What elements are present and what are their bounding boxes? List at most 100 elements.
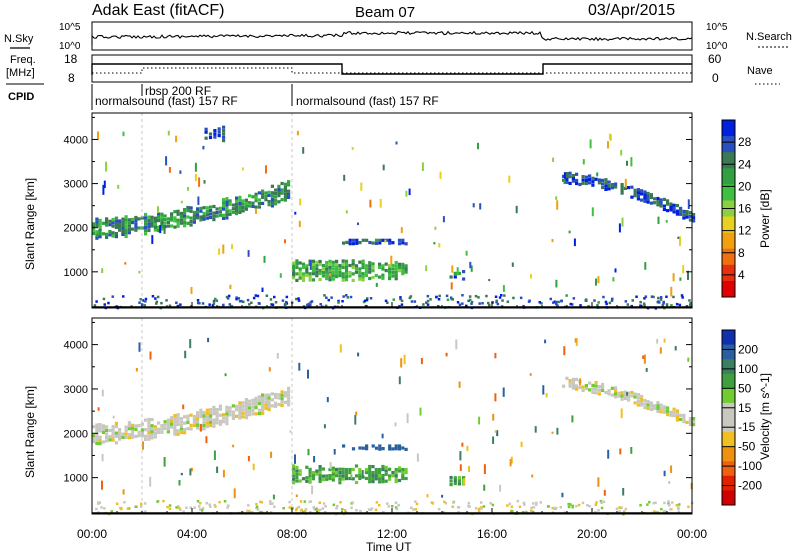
heat-cell [170, 212, 174, 216]
freq-tick-top: 18 [64, 52, 78, 66]
heat-cell [348, 270, 352, 275]
heat-cell [388, 273, 392, 277]
scatter-cell [645, 368, 648, 372]
heat-cell [662, 410, 666, 414]
heat-cell [222, 213, 226, 217]
scatter-cell [643, 297, 646, 300]
heat-cell [298, 276, 302, 280]
scatter-cell [299, 198, 302, 206]
scatter-cell [333, 449, 336, 455]
colorbar-tick-label: 50 [738, 381, 752, 395]
heat-cell [150, 433, 154, 437]
scatter-cell [659, 296, 663, 299]
scatter-cell [315, 508, 318, 511]
scatter-cell [421, 162, 424, 171]
heat-cell [646, 406, 650, 411]
heat-cell [682, 213, 686, 217]
heat-cell [394, 471, 398, 475]
noise-panel: N.Sky 10^5 10^0 10^5 10^0 N.Search [4, 21, 792, 52]
scatter-cell [345, 294, 348, 297]
heat-cell [404, 267, 408, 271]
scatter-cell [518, 505, 522, 509]
heat-cell [640, 400, 644, 404]
scatter-cell [479, 203, 482, 210]
scatter-cell [386, 301, 389, 304]
heat-cell [264, 191, 268, 195]
power-feature-1 [204, 125, 226, 143]
scatter-cell [652, 510, 656, 513]
heat-cell [189, 206, 193, 210]
heat-cell [338, 481, 342, 485]
heat-cell [153, 216, 157, 220]
heat-cell [292, 270, 296, 274]
heat-cell [118, 219, 122, 223]
heat-cell [209, 417, 213, 421]
heat-cell [147, 417, 151, 421]
scatter-cell [387, 505, 390, 508]
scatter-cell [659, 347, 662, 354]
heat-cell [170, 215, 174, 219]
scatter-cell [455, 339, 458, 350]
heat-cell [404, 270, 408, 274]
heat-cell [325, 477, 329, 481]
heat-cell [176, 218, 180, 222]
heat-cell [114, 219, 118, 223]
heat-cell [643, 199, 647, 203]
heat-cell [144, 232, 148, 236]
heat-cell [98, 231, 102, 235]
heat-cell [160, 424, 164, 428]
scatter-cell [529, 373, 532, 376]
scatter-cell [643, 354, 646, 364]
scatter-cell [487, 301, 490, 305]
heat-cell [620, 391, 624, 395]
heat-cell [397, 466, 402, 470]
scatter-cell [178, 480, 181, 486]
heat-cell [591, 383, 595, 387]
scatter-cell [661, 304, 664, 307]
heat-cell [649, 193, 653, 197]
scatter-cell [575, 338, 578, 347]
scatter-cell [238, 300, 242, 303]
heat-cell [199, 215, 203, 219]
heat-cell [649, 195, 653, 200]
colorbar-swatch [722, 152, 735, 169]
heat-cell [292, 471, 296, 475]
date-title: 03/Apr/2015 [588, 2, 675, 19]
scatter-cell [299, 500, 303, 503]
heat-cell [298, 469, 302, 473]
heat-cell [160, 227, 164, 231]
colorbar-tick-label: 28 [738, 135, 752, 149]
heat-cell [666, 409, 670, 413]
heat-cell [124, 428, 128, 433]
scatter-cell [650, 295, 654, 298]
scatter-cell [154, 297, 157, 300]
heat-cell [301, 275, 306, 279]
heat-cell [186, 215, 190, 219]
scatter-cell [595, 501, 598, 504]
heat-cell [378, 265, 382, 269]
heat-cell [292, 273, 296, 277]
power-feature-4 [449, 270, 466, 281]
heat-cell [225, 405, 229, 409]
heat-cell [101, 440, 105, 444]
heat-cell [318, 471, 322, 475]
scatter-cell [623, 510, 626, 513]
heat-cell [614, 395, 618, 399]
scatter-cell [357, 352, 360, 357]
heat-cell [614, 392, 618, 396]
heat-cell [163, 214, 167, 218]
scatter-cell [571, 303, 574, 306]
scatter-cell [190, 467, 193, 472]
scatter-cell [375, 501, 379, 504]
freq-label-2: [MHz] [6, 67, 35, 79]
heat-cell [144, 222, 148, 226]
heat-cell [118, 431, 122, 435]
scatter-cell [242, 300, 245, 304]
nave-line [92, 67, 692, 74]
heat-cell [354, 480, 359, 485]
heat-cell [325, 270, 329, 274]
heat-cell [640, 397, 644, 401]
scatter-cell [225, 295, 229, 299]
heat-cell [287, 180, 291, 184]
heat-cell [656, 203, 660, 207]
